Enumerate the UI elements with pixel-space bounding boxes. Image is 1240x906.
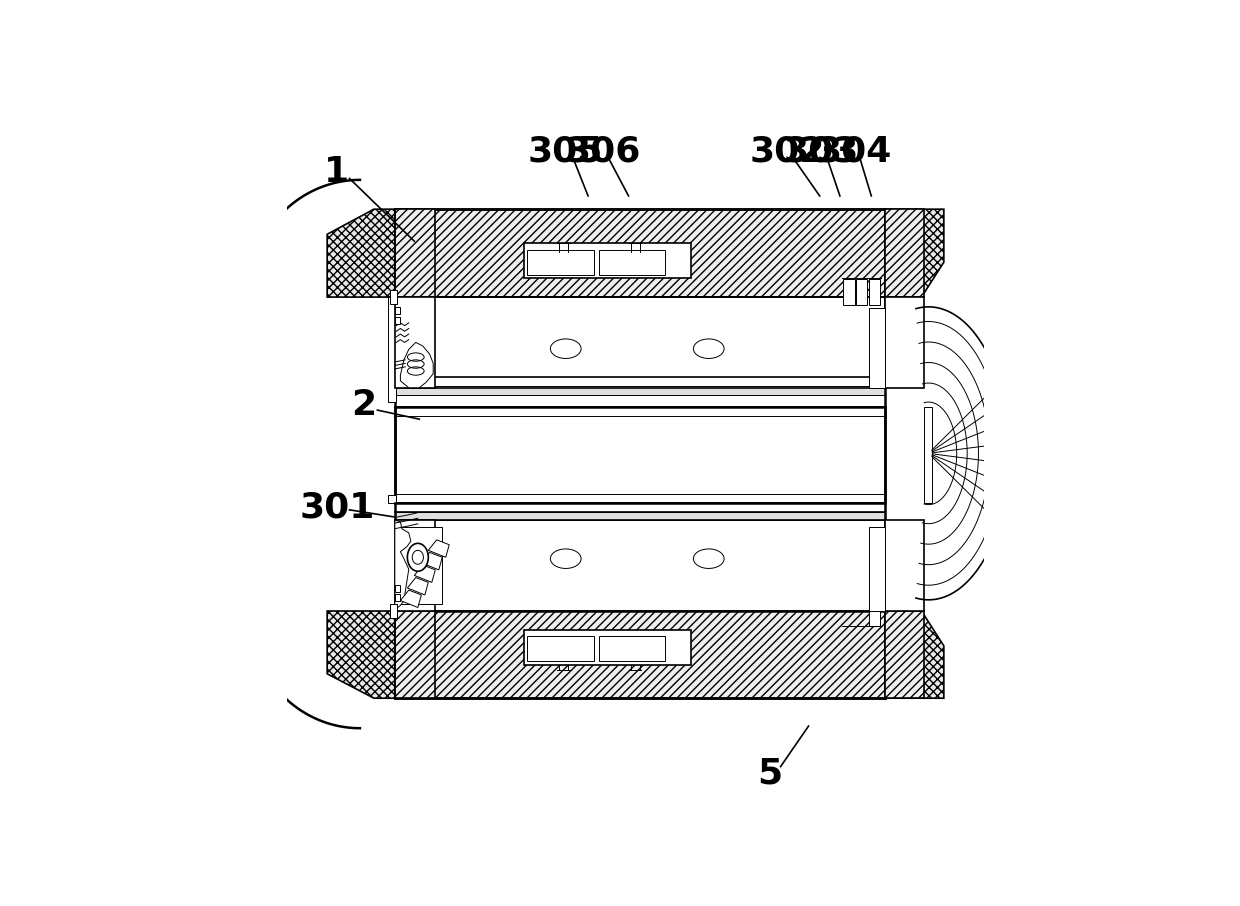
Text: 2: 2	[351, 388, 376, 422]
Bar	[599, 250, 665, 275]
Bar	[868, 611, 879, 626]
Bar	[394, 611, 885, 699]
Polygon shape	[885, 209, 944, 297]
Bar	[868, 279, 879, 305]
Polygon shape	[401, 342, 433, 388]
Bar	[885, 297, 924, 388]
Polygon shape	[327, 611, 394, 699]
Text: 302: 302	[750, 135, 826, 169]
Bar	[389, 290, 397, 304]
Bar	[885, 209, 924, 297]
Bar	[394, 594, 401, 602]
Bar	[394, 520, 885, 611]
Ellipse shape	[551, 339, 582, 359]
Bar	[869, 527, 885, 611]
Bar	[394, 316, 401, 323]
Bar	[401, 527, 443, 604]
Bar	[394, 512, 885, 520]
Ellipse shape	[412, 550, 423, 564]
Bar	[523, 630, 692, 665]
Ellipse shape	[693, 549, 724, 568]
Ellipse shape	[693, 339, 724, 359]
Polygon shape	[414, 565, 435, 583]
Polygon shape	[885, 611, 944, 699]
Text: 301: 301	[299, 491, 374, 525]
Bar	[523, 243, 692, 277]
Bar	[527, 250, 594, 275]
Polygon shape	[422, 553, 443, 570]
Polygon shape	[428, 540, 449, 557]
Bar	[388, 297, 397, 401]
Bar	[394, 307, 401, 313]
Text: 304: 304	[817, 135, 893, 169]
Polygon shape	[408, 577, 428, 595]
Bar	[394, 520, 435, 611]
Text: 305: 305	[528, 135, 604, 169]
Text: 1: 1	[325, 155, 350, 188]
Ellipse shape	[408, 544, 428, 572]
Bar	[394, 209, 885, 297]
Bar	[885, 520, 924, 611]
Text: 306: 306	[565, 135, 641, 169]
Bar	[394, 297, 435, 388]
Polygon shape	[394, 520, 410, 610]
Bar	[856, 279, 867, 305]
Bar	[924, 407, 932, 503]
Bar	[394, 407, 885, 503]
Text: 5: 5	[758, 757, 782, 791]
Ellipse shape	[551, 549, 582, 568]
Bar	[394, 585, 401, 593]
Polygon shape	[327, 209, 394, 297]
Bar	[527, 636, 594, 661]
Polygon shape	[401, 590, 422, 608]
Bar	[394, 386, 885, 395]
Bar	[394, 209, 435, 297]
Bar	[394, 611, 435, 699]
Bar	[843, 279, 854, 305]
Bar	[389, 604, 397, 618]
Bar	[869, 307, 885, 388]
Bar	[394, 297, 885, 388]
Bar	[885, 611, 924, 699]
Bar	[599, 636, 665, 661]
Bar	[388, 495, 397, 503]
Text: 303: 303	[784, 135, 859, 169]
